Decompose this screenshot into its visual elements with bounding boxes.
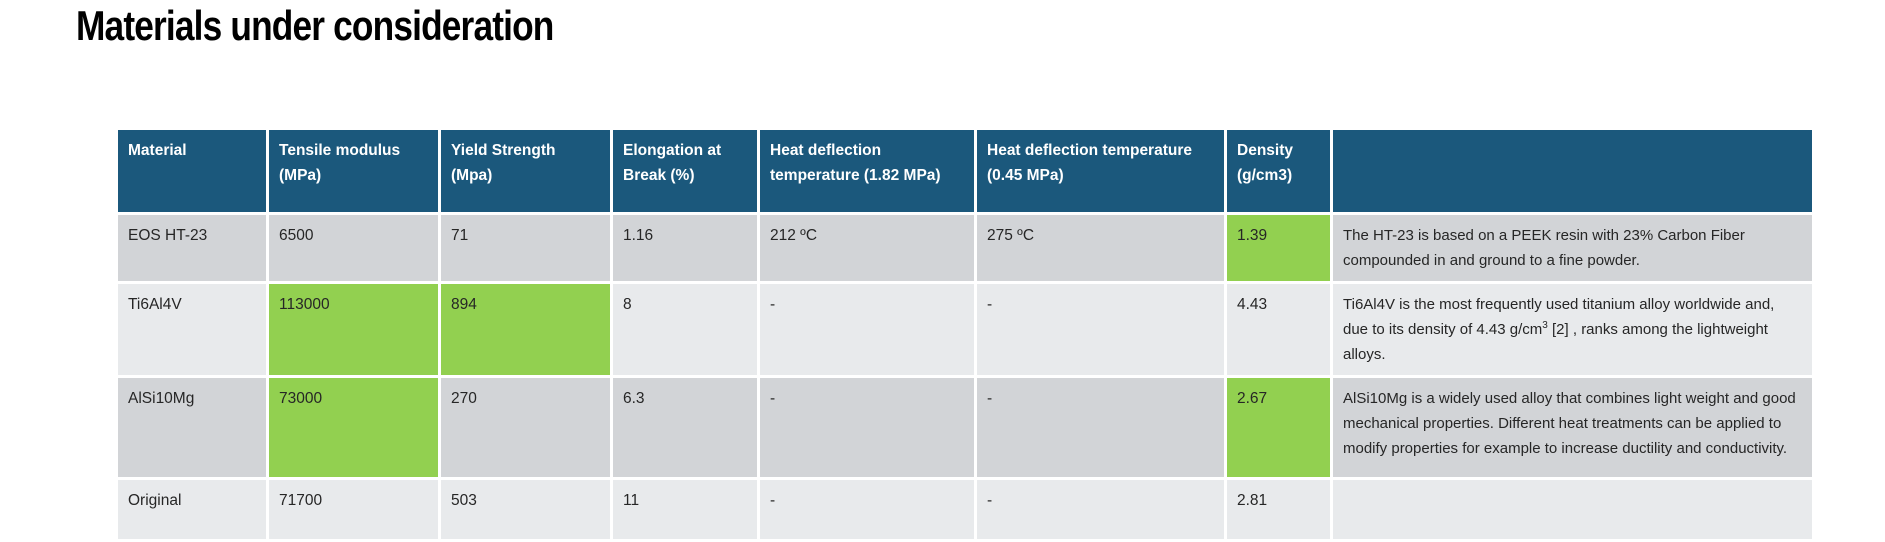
table-row: Original 71700 503 11 - - 2.81: [115, 477, 1815, 542]
tensile-modulus-cell: 71700: [266, 477, 441, 542]
col-header-description: [1330, 127, 1815, 215]
heat-deflection-045-cell: -: [974, 477, 1227, 542]
description-cell: The HT-23 is based on a PEEK resin with …: [1330, 212, 1815, 284]
col-header-material: Material: [115, 127, 269, 215]
col-header-heat-deflection-182: Heat deflection temperature (1.82 MPa): [757, 127, 977, 215]
col-header-density: Density (g/cm3): [1224, 127, 1333, 215]
description-text-after: [2] , ranks among the lightweight alloys…: [1343, 321, 1768, 363]
table-row: Ti6Al4V 113000 894 8 - - 4.43 Ti6Al4V is…: [115, 281, 1815, 378]
description-text: The HT-23 is based on a PEEK resin with …: [1343, 227, 1745, 269]
col-header-tensile-modulus: Tensile modulus (MPa): [266, 127, 441, 215]
tensile-modulus-cell: 6500: [266, 212, 441, 284]
density-cell: 2.67: [1224, 375, 1333, 480]
header-row: Material Tensile modulus (MPa) Yield Str…: [115, 127, 1815, 215]
elongation-cell: 8: [610, 281, 760, 378]
heat-deflection-045-cell: -: [974, 281, 1227, 378]
heat-deflection-182-cell: 212 ºC: [757, 212, 977, 284]
heat-deflection-045-cell: -: [974, 375, 1227, 480]
description-text: AlSi10Mg is a widely used alloy that com…: [1343, 390, 1796, 457]
material-cell: AlSi10Mg: [115, 375, 269, 480]
yield-strength-cell: 503: [438, 477, 613, 542]
density-cell: 1.39: [1224, 212, 1333, 284]
description-superscript: 3: [1542, 320, 1548, 331]
density-cell: 4.43: [1224, 281, 1333, 378]
table-header: Material Tensile modulus (MPa) Yield Str…: [115, 127, 1815, 215]
col-header-heat-deflection-045: Heat deflection temperature (0.45 MPa): [974, 127, 1227, 215]
page-title: Materials under consideration: [76, 2, 554, 49]
tensile-modulus-cell: 113000: [266, 281, 441, 378]
material-cell: EOS HT-23: [115, 212, 269, 284]
yield-strength-cell: 71: [438, 212, 613, 284]
materials-table: Material Tensile modulus (MPa) Yield Str…: [115, 127, 1815, 542]
material-cell: Ti6Al4V: [115, 281, 269, 378]
heat-deflection-182-cell: -: [757, 375, 977, 480]
description-cell: Ti6Al4V is the most frequently used tita…: [1330, 281, 1815, 378]
table-row: AlSi10Mg 73000 270 6.3 - - 2.67 AlSi10Mg…: [115, 375, 1815, 480]
description-text: Ti6Al4V is the most frequently used tita…: [1343, 296, 1775, 338]
elongation-cell: 1.16: [610, 212, 760, 284]
elongation-cell: 6.3: [610, 375, 760, 480]
col-header-yield-strength: Yield Strength (Mpa): [438, 127, 613, 215]
heat-deflection-182-cell: -: [757, 281, 977, 378]
elongation-cell: 11: [610, 477, 760, 542]
table-row: EOS HT-23 6500 71 1.16 212 ºC 275 ºC 1.3…: [115, 212, 1815, 284]
density-cell: 2.81: [1224, 477, 1333, 542]
yield-strength-cell: 894: [438, 281, 613, 378]
heat-deflection-045-cell: 275 ºC: [974, 212, 1227, 284]
description-cell: [1330, 477, 1815, 542]
yield-strength-cell: 270: [438, 375, 613, 480]
heat-deflection-182-cell: -: [757, 477, 977, 542]
col-header-elongation: Elongation at Break (%): [610, 127, 760, 215]
tensile-modulus-cell: 73000: [266, 375, 441, 480]
description-cell: AlSi10Mg is a widely used alloy that com…: [1330, 375, 1815, 480]
material-cell: Original: [115, 477, 269, 542]
